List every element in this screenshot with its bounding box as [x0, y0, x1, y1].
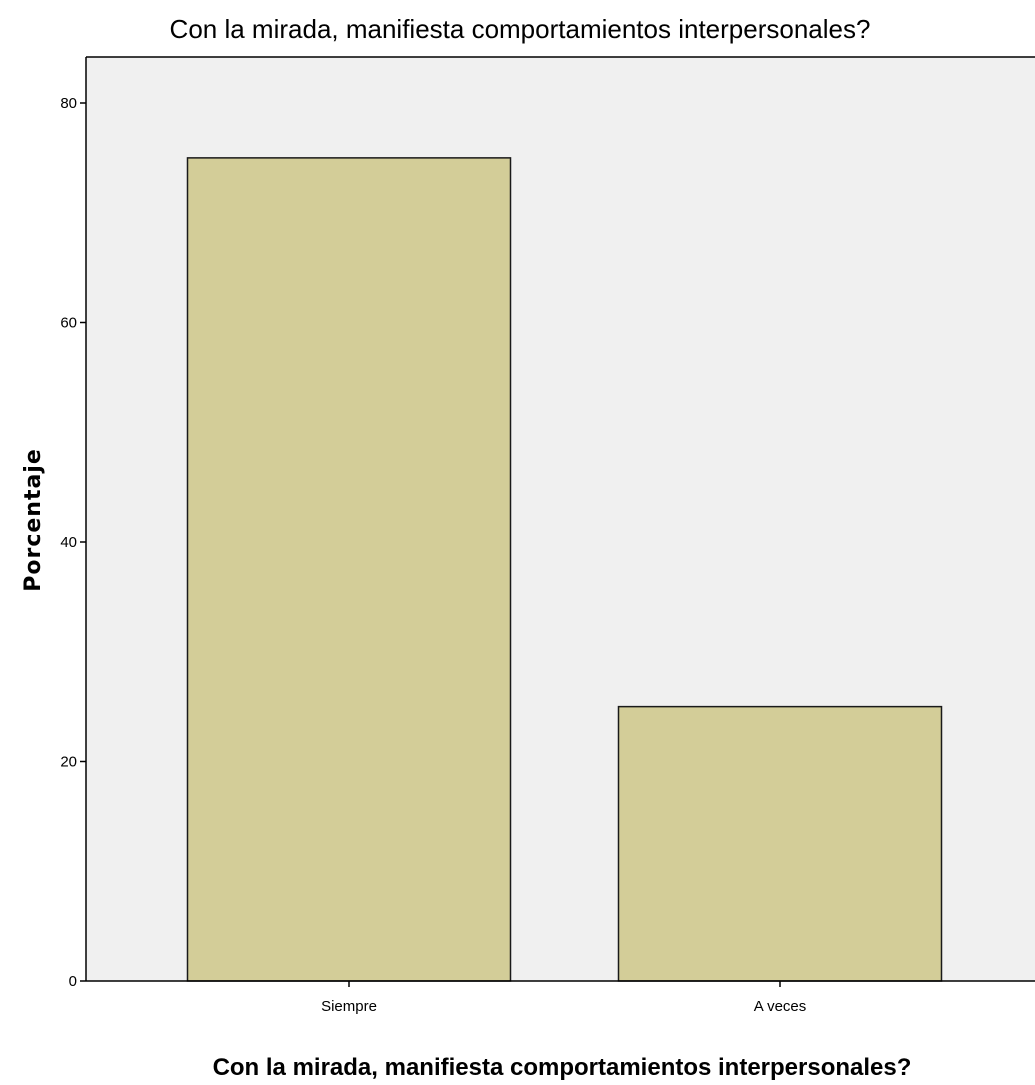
x-tick-label: Siempre — [321, 998, 377, 1015]
bar-a-veces — [617, 705, 943, 982]
x-axis: Siempre A veces — [86, 980, 1035, 1015]
bar-siempre — [186, 157, 512, 982]
y-tick-label: 0 — [69, 973, 77, 990]
x-axis-label: Con la mirada, manifiesta comportamiento… — [213, 1054, 912, 1081]
y-tick-label: 40 — [60, 534, 77, 551]
y-axis: 0 20 40 60 80 — [60, 57, 87, 990]
y-tick-label: 60 — [60, 315, 77, 332]
y-tick-label: 20 — [60, 754, 77, 771]
y-tick-label: 80 — [60, 95, 77, 112]
x-tick-label: A veces — [754, 998, 807, 1015]
chart-title: Con la mirada, manifiesta comportamiento… — [170, 14, 871, 44]
y-axis-label: Porcentaje — [21, 448, 46, 592]
